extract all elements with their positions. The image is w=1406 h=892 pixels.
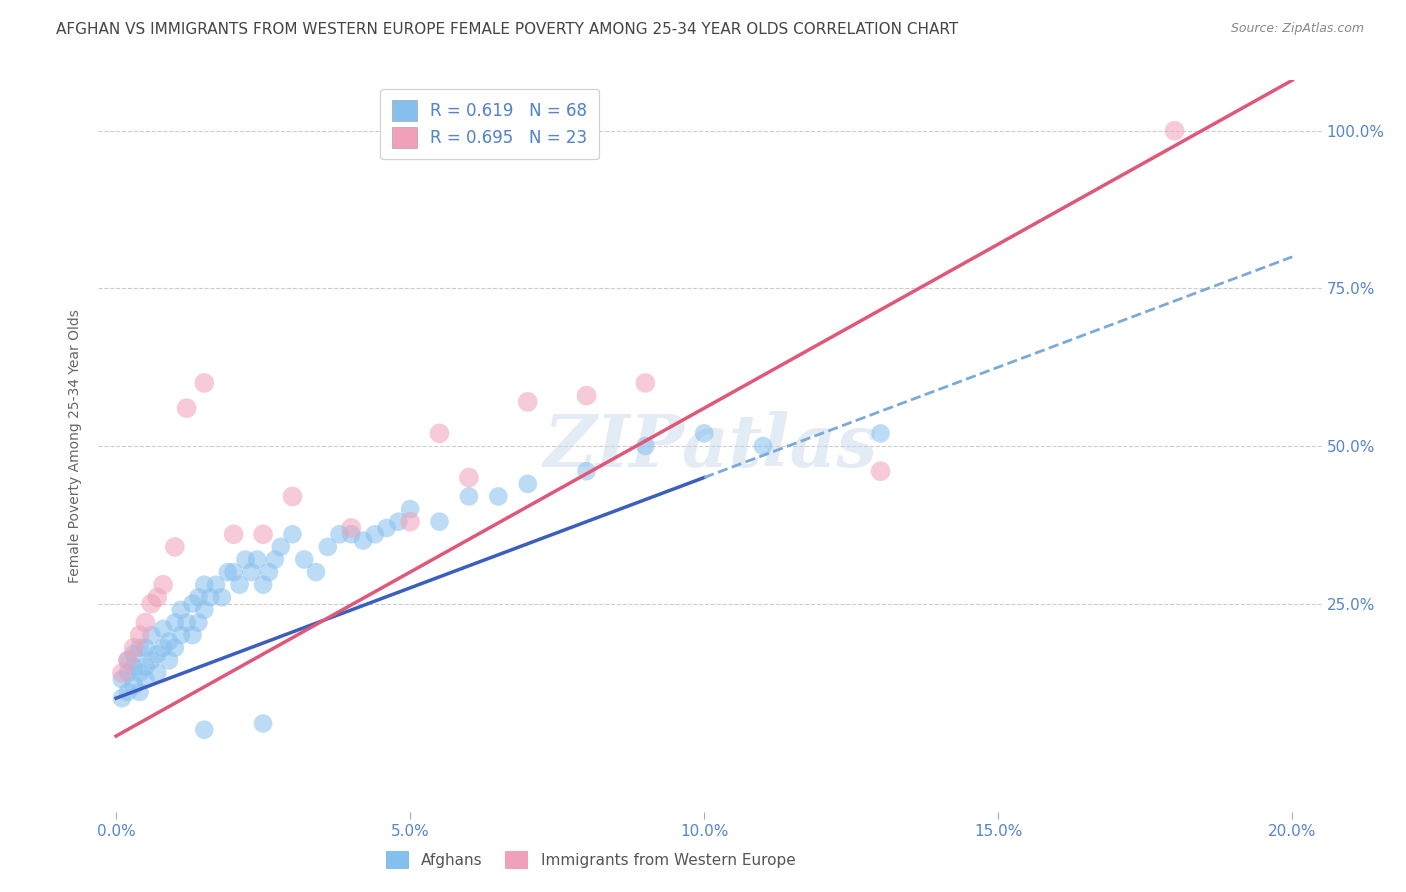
Point <box>122 679 145 693</box>
Point <box>128 628 150 642</box>
Point <box>181 628 204 642</box>
Point <box>134 659 156 673</box>
Point <box>193 578 215 592</box>
Point <box>316 540 339 554</box>
Point <box>429 426 451 441</box>
Point <box>252 716 274 731</box>
Point <box>141 653 163 667</box>
Point <box>163 640 186 655</box>
Point <box>305 565 328 579</box>
Point <box>111 673 134 687</box>
Point <box>117 653 139 667</box>
Point <box>575 464 598 478</box>
Text: ZIPatlas: ZIPatlas <box>543 410 877 482</box>
Point <box>205 578 228 592</box>
Point <box>146 591 169 605</box>
Point <box>429 515 451 529</box>
Point <box>141 628 163 642</box>
Point <box>222 565 245 579</box>
Point <box>399 502 422 516</box>
Point <box>252 578 274 592</box>
Point <box>187 615 209 630</box>
Legend: R = 0.619   N = 68, R = 0.695   N = 23: R = 0.619 N = 68, R = 0.695 N = 23 <box>381 88 599 160</box>
Point <box>152 578 174 592</box>
Point <box>122 647 145 661</box>
Point <box>869 464 891 478</box>
Point <box>128 640 150 655</box>
Point <box>387 515 409 529</box>
Point <box>176 401 198 416</box>
Text: AFGHAN VS IMMIGRANTS FROM WESTERN EUROPE FEMALE POVERTY AMONG 25-34 YEAR OLDS CO: AFGHAN VS IMMIGRANTS FROM WESTERN EUROPE… <box>56 22 959 37</box>
Point <box>187 591 209 605</box>
Point <box>399 515 422 529</box>
Point <box>328 527 350 541</box>
Point <box>146 647 169 661</box>
Point <box>117 653 139 667</box>
Point <box>235 552 257 566</box>
Point <box>128 685 150 699</box>
Point <box>486 490 509 504</box>
Point <box>163 540 186 554</box>
Point <box>111 665 134 680</box>
Point <box>340 521 363 535</box>
Point <box>111 691 134 706</box>
Point <box>352 533 374 548</box>
Point <box>152 622 174 636</box>
Point <box>252 527 274 541</box>
Point <box>516 395 538 409</box>
Point <box>340 527 363 541</box>
Point <box>170 628 193 642</box>
Point <box>281 490 304 504</box>
Point <box>141 597 163 611</box>
Y-axis label: Female Poverty Among 25-34 Year Olds: Female Poverty Among 25-34 Year Olds <box>69 309 83 583</box>
Point <box>222 527 245 541</box>
Point <box>292 552 315 566</box>
Point <box>375 521 398 535</box>
Point <box>364 527 387 541</box>
Point <box>516 476 538 491</box>
Point <box>163 615 186 630</box>
Point <box>134 673 156 687</box>
Point <box>752 439 775 453</box>
Point <box>134 640 156 655</box>
Point <box>117 685 139 699</box>
Point <box>1163 124 1185 138</box>
Point <box>176 615 198 630</box>
Point <box>128 665 150 680</box>
Point <box>157 634 180 648</box>
Point <box>270 540 292 554</box>
Point <box>693 426 716 441</box>
Point <box>240 565 263 579</box>
Point <box>634 439 657 453</box>
Point <box>146 665 169 680</box>
Point <box>181 597 204 611</box>
Point <box>257 565 280 579</box>
Point <box>246 552 269 566</box>
Point <box>281 527 304 541</box>
Point <box>458 470 481 484</box>
Point <box>193 603 215 617</box>
Point <box>869 426 891 441</box>
Point <box>575 388 598 402</box>
Text: Source: ZipAtlas.com: Source: ZipAtlas.com <box>1230 22 1364 36</box>
Point <box>211 591 233 605</box>
Point <box>170 603 193 617</box>
Point <box>152 640 174 655</box>
Point <box>157 653 180 667</box>
Point <box>228 578 250 592</box>
Point <box>634 376 657 390</box>
Legend: Afghans, Immigrants from Western Europe: Afghans, Immigrants from Western Europe <box>380 845 801 875</box>
Point <box>122 640 145 655</box>
Point <box>117 665 139 680</box>
Point <box>263 552 285 566</box>
Point <box>134 615 156 630</box>
Point <box>122 659 145 673</box>
Point <box>193 376 215 390</box>
Point <box>217 565 239 579</box>
Point <box>198 591 221 605</box>
Point <box>458 490 481 504</box>
Point <box>193 723 215 737</box>
